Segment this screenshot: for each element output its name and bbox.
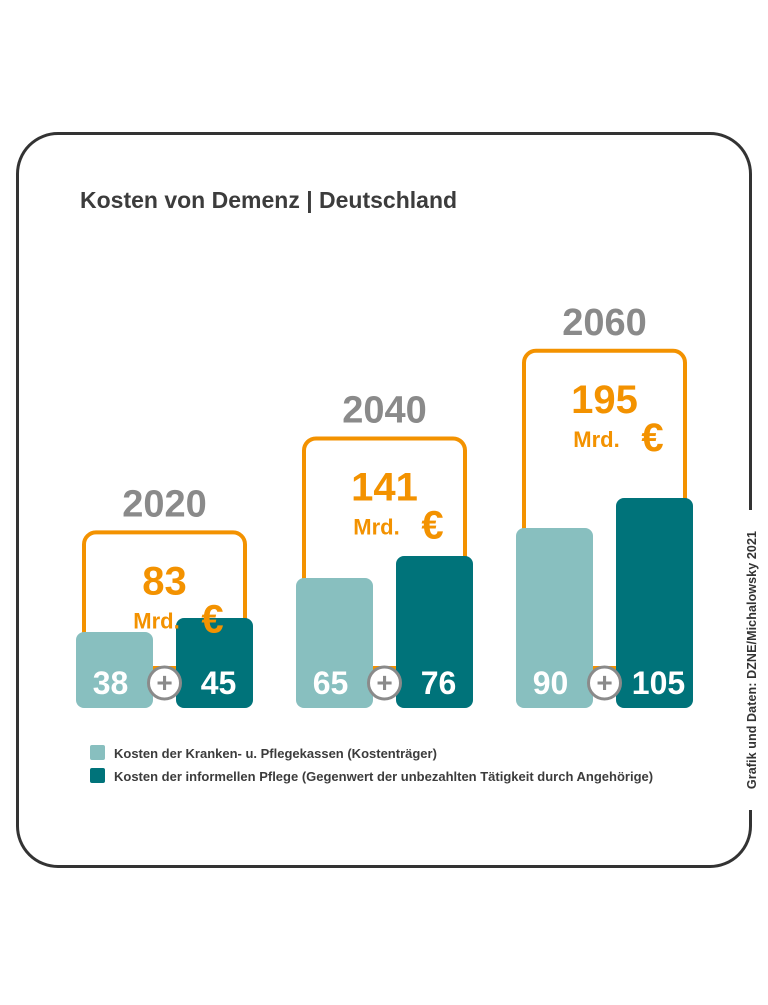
bar-group-2040: 2040 65 76 +141 Mrd. €	[296, 389, 473, 708]
bar-informell-2060	[616, 498, 693, 708]
legend-label-informell: Kosten der informellen Pflege (Gegenwert…	[114, 769, 653, 784]
credit-gap	[735, 510, 768, 810]
value-label-informell-2060: 105	[632, 665, 685, 701]
plus-sign-2060: +	[596, 667, 612, 698]
plus-sign-2020: +	[156, 667, 172, 698]
chart-title: Kosten von Demenz | Deutschland	[80, 187, 457, 213]
bar-group-2020: 2020 38 45 +83 Mrd. €	[76, 483, 253, 708]
total-unit-2020: Mrd.	[133, 608, 179, 633]
value-label-kostentraeger-2040: 65	[313, 665, 349, 701]
bar-groups: 2020 38 45 +83 Mrd. €2040 65 76 +141 Mrd. €2060 90 1…	[76, 302, 693, 708]
euro-symbol-2060: €	[641, 416, 663, 460]
total-unit-2060: Mrd.	[573, 427, 619, 452]
plus-sign-2040: +	[376, 667, 392, 698]
legend-label-kostentraeger: Kosten der Kranken- u. Pflegekassen (Kos…	[114, 746, 437, 761]
plus-circle-2060	[587, 665, 622, 701]
legend-swatch-informell	[90, 768, 105, 783]
year-label-2020: 2020	[122, 483, 207, 525]
legend-swatch-kostentraeger	[90, 745, 105, 760]
value-label-kostentraeger-2060: 90	[533, 665, 569, 701]
bar-informell-2040	[396, 556, 473, 708]
year-label-2040: 2040	[342, 389, 427, 431]
total-value-2060: 195	[571, 378, 638, 422]
plus-circle-2040	[367, 665, 402, 701]
euro-symbol-2040: €	[421, 503, 443, 547]
value-label-informell-2040: 76	[421, 665, 457, 701]
legend: Kosten der Kranken- u. Pflegekassen (Kos…	[90, 745, 653, 784]
total-value-2040: 141	[351, 465, 418, 509]
plus-circle-2020	[147, 665, 182, 701]
year-label-2060: 2060	[562, 302, 647, 344]
value-label-kostentraeger-2020: 38	[93, 665, 129, 701]
total-unit-2040: Mrd.	[353, 514, 399, 539]
euro-symbol-2020: €	[201, 597, 223, 641]
bar-kostentraeger-2060	[516, 528, 593, 708]
value-label-informell-2020: 45	[201, 665, 237, 701]
bar-kostentraeger-2040	[296, 578, 373, 708]
bar-kostentraeger-2020	[76, 632, 153, 708]
bar-informell-2020	[176, 618, 253, 708]
bar-group-2060: 2060 90 105 +195 Mrd. €	[516, 302, 693, 708]
total-value-2020: 83	[142, 559, 187, 603]
